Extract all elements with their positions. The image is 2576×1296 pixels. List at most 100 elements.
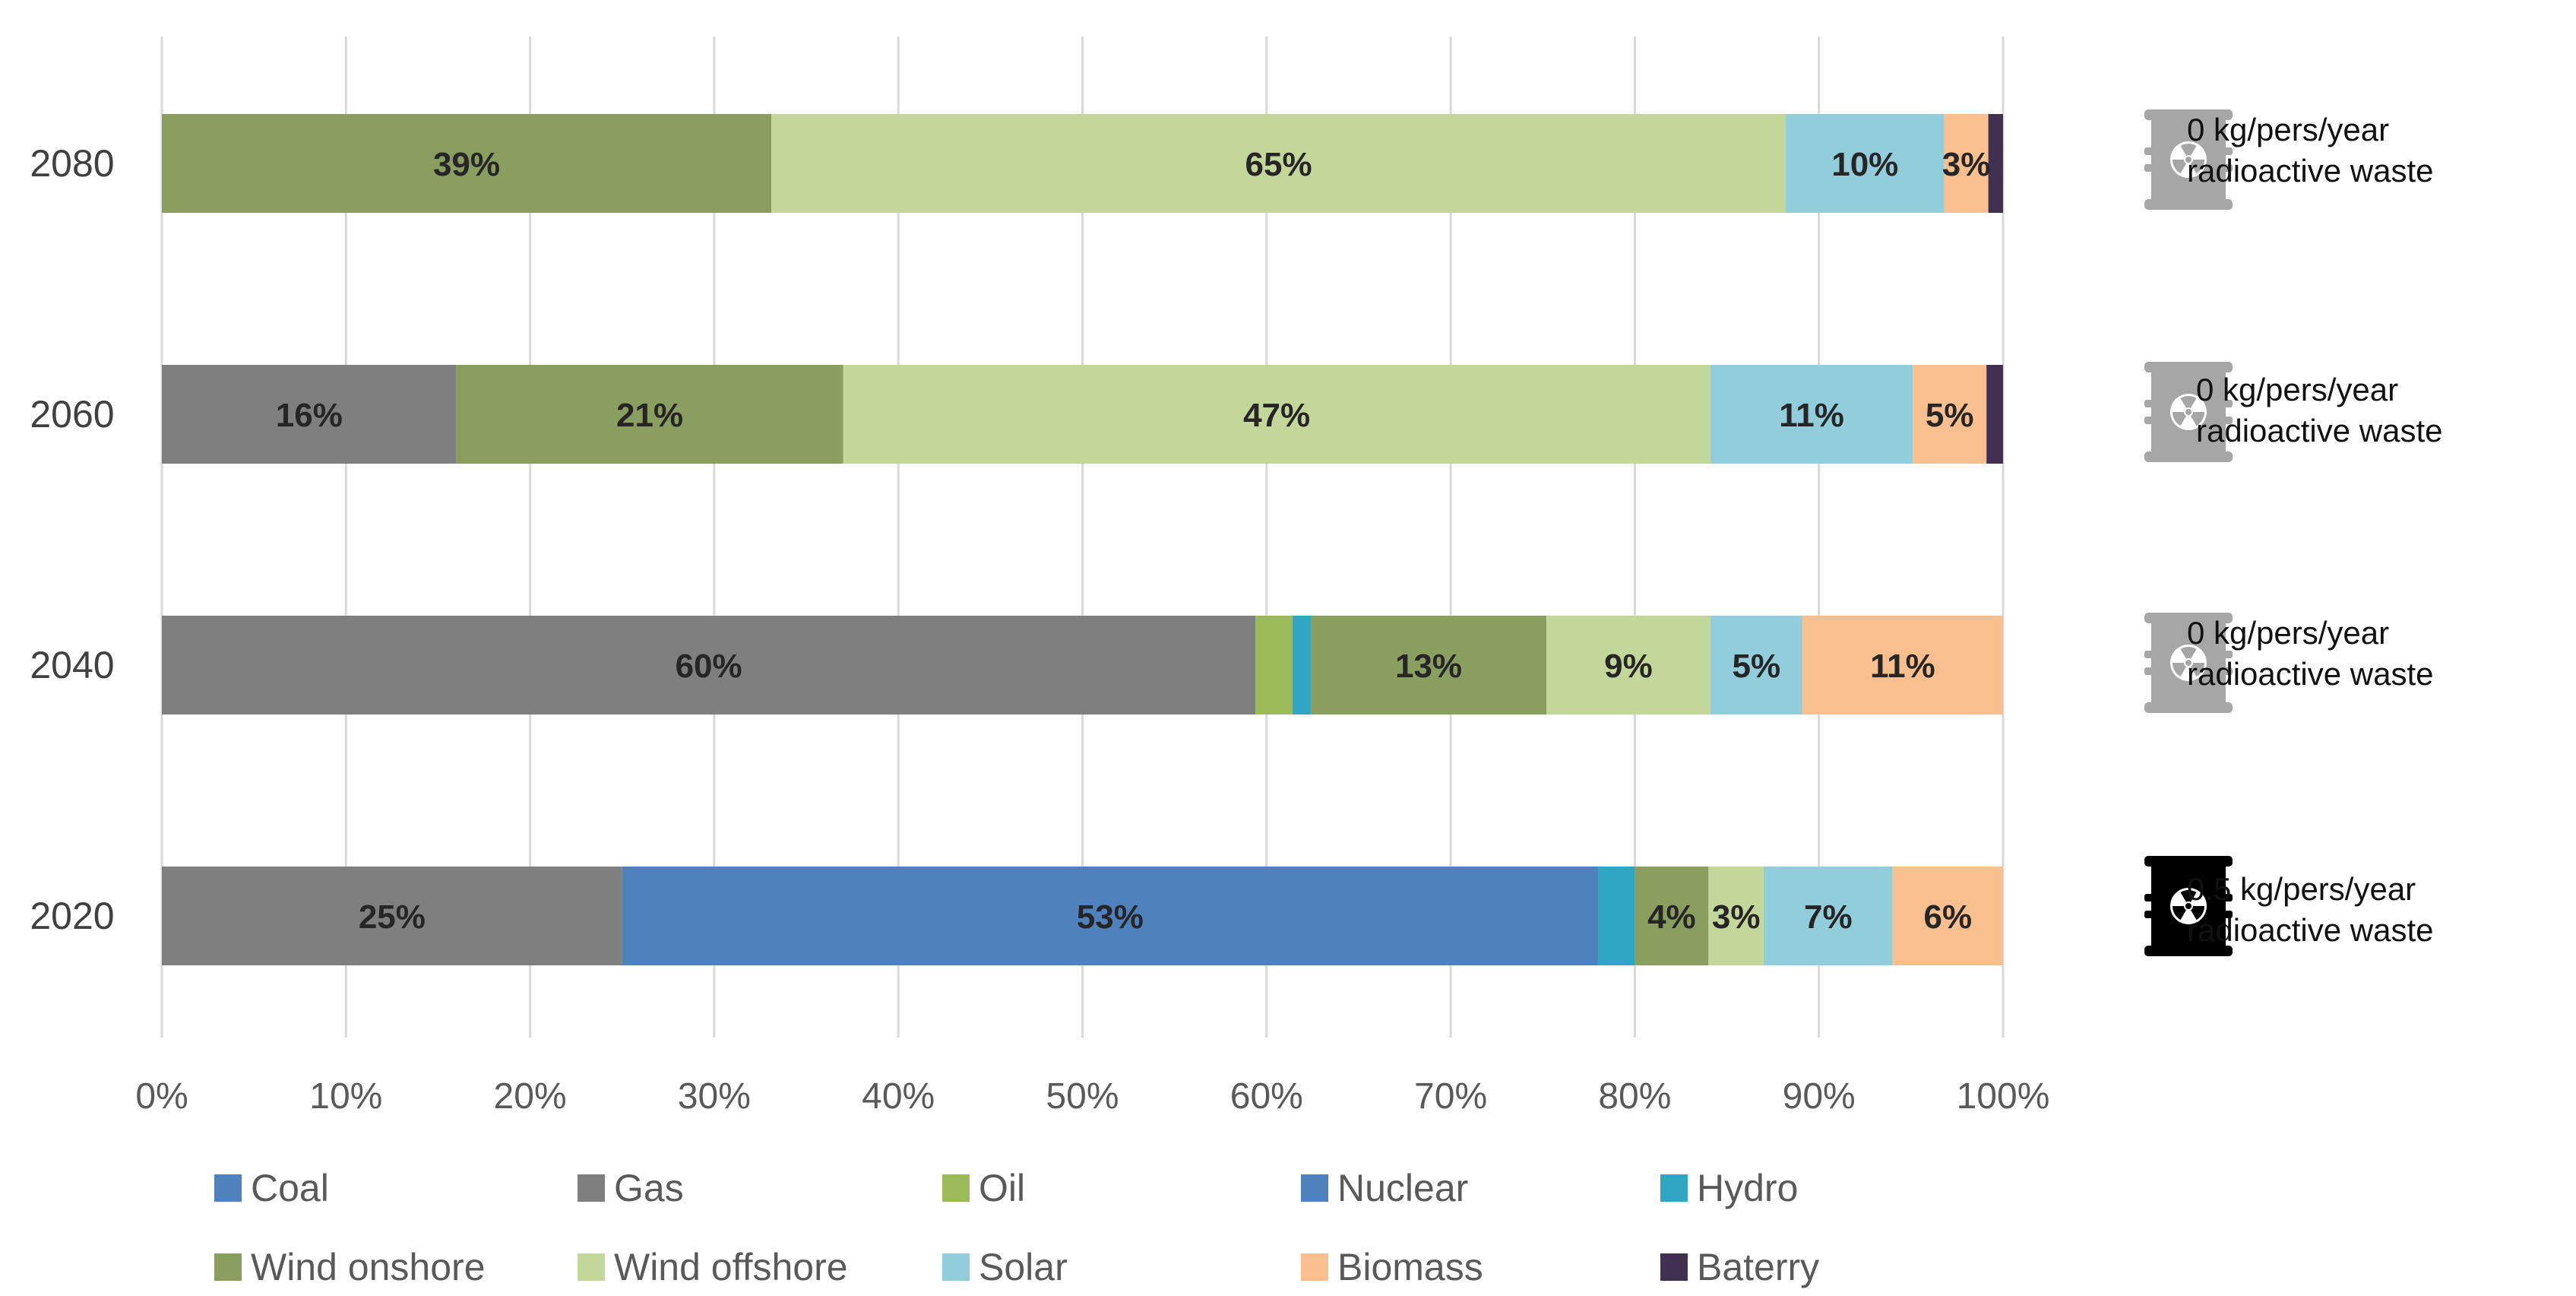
data-label: 11%	[1779, 397, 1844, 434]
bar-segment	[162, 616, 1256, 715]
waste-type: radioactive waste	[2187, 656, 2434, 692]
data-labels: 39% 65% 10% 3% 16% 21% 47% 11% 5% 60% 13% 9% 5% 11% 25…	[276, 146, 1991, 936]
data-label: 5%	[1733, 648, 1781, 685]
x-tick-label: 40%	[862, 1076, 935, 1117]
radiation-blade	[2173, 160, 2186, 174]
data-label: 25%	[359, 898, 426, 936]
x-tick-label: 80%	[1598, 1076, 1671, 1117]
bar-segment	[1255, 616, 1293, 715]
bar-segment	[1710, 616, 1802, 715]
legend-swatch	[214, 1253, 242, 1281]
x-tick-label: 100%	[1957, 1076, 2050, 1117]
radiation-blade	[2180, 396, 2197, 408]
radiation-blade	[2191, 160, 2204, 174]
y-category-label: 2040	[30, 644, 114, 686]
waste-label: 0 kg/pers/year radioactive waste	[2196, 369, 2443, 452]
legend-label: Gas	[614, 1167, 684, 1209]
radiation-blade	[2180, 144, 2197, 156]
data-label: 39%	[433, 146, 500, 183]
x-tick-label: 50%	[1046, 1076, 1119, 1117]
barrel-rim-top	[2144, 109, 2233, 120]
x-tick-label: 90%	[1783, 1076, 1856, 1117]
data-label: 6%	[1924, 898, 1973, 936]
bar-segment	[1708, 867, 1764, 965]
waste-label: 0 kg/pers/year radioactive waste	[2187, 613, 2434, 695]
waste-amount: 0.5 kg/pers/year	[2187, 871, 2416, 907]
x-tick-label: 0%	[135, 1076, 188, 1117]
data-label: 9%	[1604, 648, 1653, 685]
data-label: 5%	[1926, 397, 1974, 434]
waste-type: radioactive waste	[2187, 153, 2434, 189]
radioactive-barrel-icon	[2144, 109, 2233, 210]
waste-amount: 0 kg/pers/year	[2187, 615, 2390, 651]
barrel-rim-bottom	[2144, 702, 2233, 713]
radioactive-barrel-icon	[2144, 856, 2233, 956]
data-label: 21%	[616, 397, 683, 434]
radioactive-barrel-icon	[2144, 362, 2233, 462]
bar-segment	[1988, 114, 2003, 213]
data-label: 4%	[1647, 898, 1696, 936]
legend-swatch	[1301, 1174, 1328, 1202]
bar-segment	[771, 114, 1786, 213]
legend-swatch	[214, 1174, 242, 1202]
legend-label: Coal	[251, 1167, 329, 1209]
radiation-center	[2185, 157, 2191, 163]
stacked-bars	[162, 114, 2003, 965]
bar-segment	[1764, 867, 1893, 965]
bar-segment	[1597, 867, 1635, 965]
bar-segment	[1913, 365, 1987, 464]
x-tick-label: 70%	[1414, 1076, 1487, 1117]
bar-segment	[1635, 867, 1709, 965]
data-label: 65%	[1245, 146, 1312, 183]
barrel-rim-top	[2144, 362, 2233, 372]
bar-segment	[1944, 114, 1989, 213]
barrel-rim-bottom	[2144, 199, 2233, 210]
radioactive-barrel-icon	[2144, 613, 2233, 713]
radiation-blade	[2191, 663, 2204, 677]
legend-label: Solar	[979, 1246, 1068, 1288]
data-label: 60%	[676, 648, 742, 685]
radiation-center	[2185, 903, 2191, 909]
data-label: 47%	[1243, 397, 1310, 434]
x-tick-label: 20%	[494, 1076, 567, 1117]
radiation-center	[2185, 660, 2191, 666]
radiation-blade	[2180, 890, 2197, 902]
waste-label: 0.5 kg/pers/year radioactive waste	[2187, 869, 2434, 951]
y-category-label: 2020	[30, 895, 114, 937]
x-tick-label: 10%	[309, 1076, 382, 1117]
bar-segment	[162, 867, 622, 965]
data-label: 10%	[1831, 146, 1898, 183]
barrel-rim-top	[2144, 856, 2233, 867]
legend-label: Wind offshore	[614, 1246, 848, 1288]
radiation-center	[2185, 409, 2191, 415]
bar-segment	[162, 365, 457, 464]
legend-swatch	[578, 1253, 605, 1281]
radiation-blade	[2173, 663, 2186, 677]
radiation-blade	[2191, 906, 2204, 921]
y-category-label: 2060	[30, 393, 114, 436]
waste-label: 0 kg/pers/year radioactive waste	[2187, 109, 2434, 192]
data-label: 7%	[1804, 898, 1853, 936]
waste-type: radioactive waste	[2196, 413, 2443, 448]
bar-segment	[1546, 616, 1710, 715]
data-label: 53%	[1077, 898, 1144, 936]
barrel-rim-bottom	[2144, 946, 2233, 956]
waste-amount: 0 kg/pers/year	[2196, 372, 2399, 407]
legend-label: Nuclear	[1337, 1167, 1468, 1209]
data-label: 16%	[276, 397, 343, 434]
waste-info-2060: 0 kg/pers/year radioactive waste	[2152, 369, 2443, 452]
bar-segment	[843, 365, 1710, 464]
radiation-blade	[2191, 412, 2204, 426]
waste-info-2080: 0 kg/pers/year radioactive waste	[2143, 109, 2434, 192]
legend-swatch	[942, 1253, 970, 1281]
legend-swatch	[1301, 1253, 1328, 1281]
waste-amount: 0 kg/pers/year	[2187, 112, 2390, 147]
legend-swatch	[1660, 1174, 1688, 1202]
waste-type: radioactive waste	[2187, 912, 2434, 948]
bar-segment	[456, 365, 843, 464]
waste-info-2040: 0 kg/pers/year radioactive waste	[2143, 613, 2434, 695]
waste-info-2020: 0.5 kg/pers/year radioactive waste	[2143, 869, 2434, 951]
bar-segment	[1892, 867, 2003, 965]
barrel-rim-top	[2144, 613, 2233, 623]
legend-swatch	[578, 1174, 605, 1202]
